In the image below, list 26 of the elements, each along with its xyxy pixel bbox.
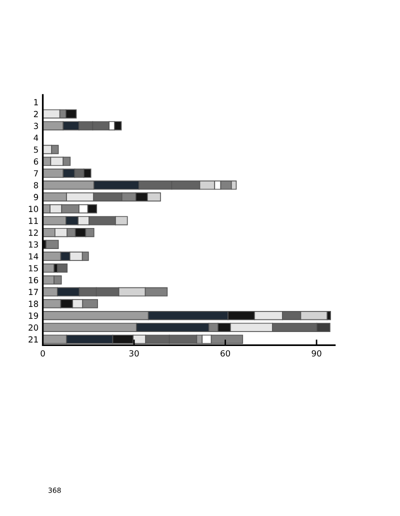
bar: [56, 264, 68, 273]
y-tick-label: 14: [28, 253, 38, 260]
y-tick-label: 13: [28, 241, 38, 248]
y-tick-label: 20: [28, 324, 38, 331]
y-tick-label: 19: [28, 312, 38, 319]
y-tick-label: 7: [34, 170, 38, 176]
y-tick-label: 1: [34, 99, 38, 106]
y-tick-label: 10: [28, 206, 38, 212]
y-tick-label: 16: [28, 276, 38, 284]
y-tick-label: 3: [34, 122, 38, 130]
y-tick-label: 6: [34, 158, 38, 165]
y-tick-label: 17: [28, 288, 38, 295]
y-tick-label: 18: [28, 300, 38, 307]
y-tick-label: 2: [34, 110, 38, 118]
y-tick-label: 8: [34, 182, 38, 188]
y-tick-label: 11: [28, 218, 38, 224]
y-tick-label: 9: [34, 194, 38, 200]
y-tick-label: 15: [28, 265, 38, 272]
y-tick-label: 21: [28, 336, 38, 342]
x-tick-label: 0: [40, 350, 45, 357]
y-tick-label: 12: [28, 230, 38, 236]
x-tick-label: 90: [312, 350, 322, 357]
x-tick-label: 60: [220, 350, 230, 357]
x-tick-label: 30: [129, 350, 139, 357]
y-tick-label: 4: [34, 134, 38, 141]
y-tick-label: 5: [34, 146, 38, 153]
